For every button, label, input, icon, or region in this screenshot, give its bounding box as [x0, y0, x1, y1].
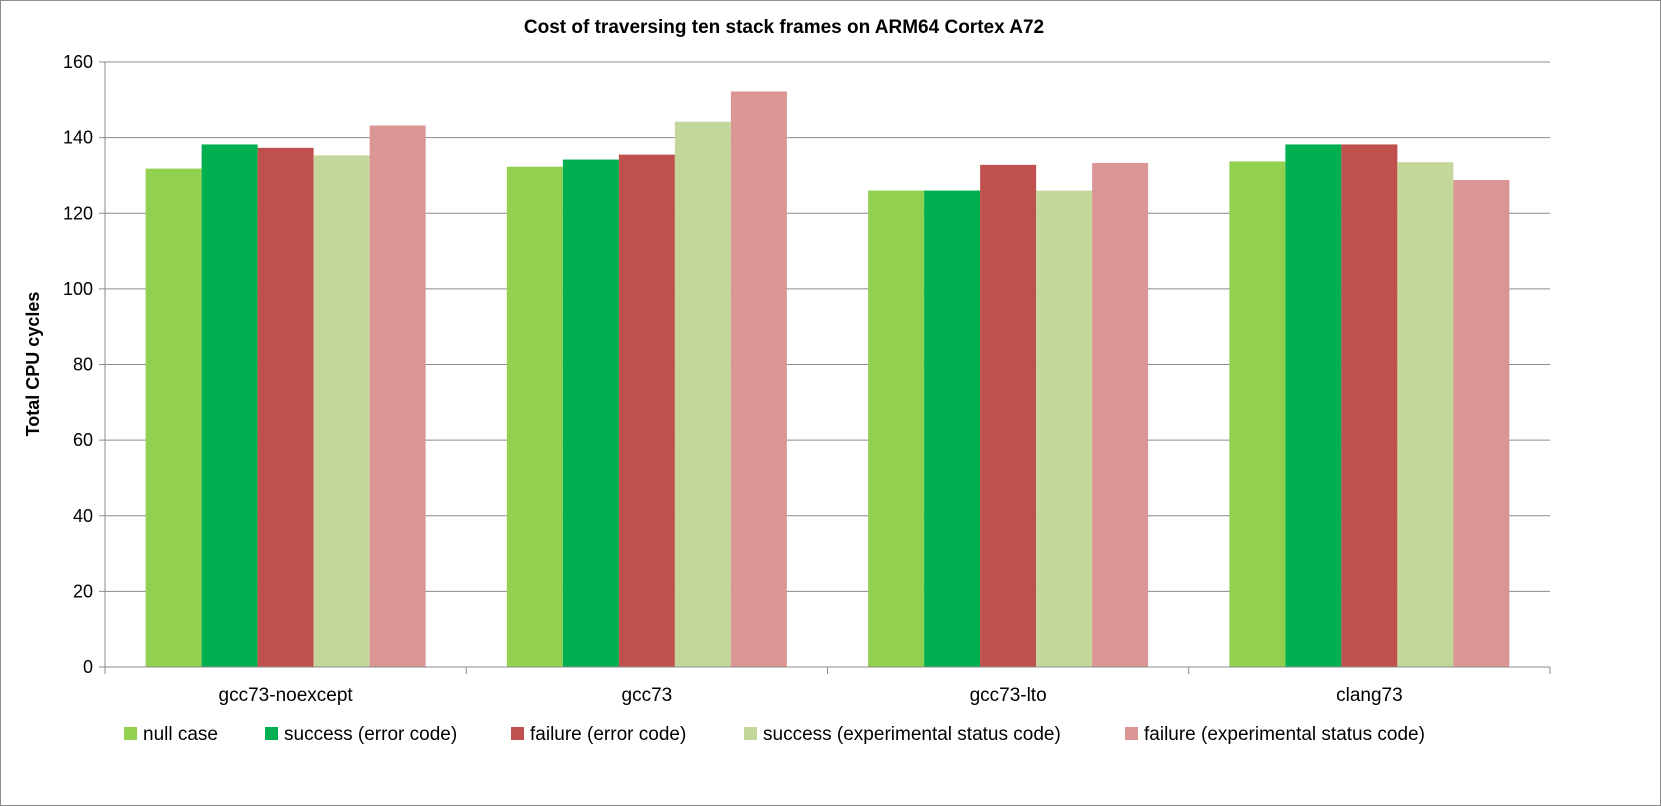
y-axis-label: Total CPU cycles: [23, 292, 43, 437]
bar: [1341, 144, 1398, 667]
bar: [145, 168, 202, 667]
bar: [369, 125, 426, 667]
bar: [618, 154, 675, 667]
y-tick-label: 80: [73, 355, 93, 375]
legend-label: failure (error code): [530, 724, 686, 745]
y-axis-ticks: 0 20 40 60 80 100 120 140 160: [63, 52, 105, 677]
bar: [506, 166, 563, 667]
y-tick-label: 140: [63, 128, 93, 148]
y-tick-label: 40: [73, 506, 93, 526]
legend-label: failure (experimental status code): [1144, 724, 1425, 745]
bar: [1285, 144, 1342, 667]
y-tick-label: 100: [63, 279, 93, 299]
y-tick-label: 60: [73, 430, 93, 450]
chart-title: Cost of traversing ten stack frames on A…: [524, 17, 1044, 38]
y-tick-label: 160: [63, 52, 93, 72]
bar: [313, 155, 370, 667]
bar: [1453, 179, 1510, 667]
legend-swatch: [744, 727, 757, 740]
legend-label: success (experimental status code): [763, 724, 1061, 745]
legend-swatch: [511, 727, 524, 740]
bar: [1036, 190, 1093, 667]
x-category-label: clang73: [1336, 685, 1403, 706]
legend-swatch: [265, 727, 278, 740]
x-axis-categories: gcc73-noexcept gcc73 gcc73-lto clang73: [219, 685, 1403, 706]
axes: [104, 62, 1551, 674]
x-category-label: gcc73-noexcept: [219, 685, 354, 706]
legend-swatch: [124, 727, 137, 740]
bar: [1229, 161, 1286, 667]
bar: [674, 121, 731, 667]
bar: [980, 164, 1037, 667]
y-tick-label: 20: [73, 581, 93, 601]
x-category-label: gcc73: [622, 685, 673, 706]
bar: [562, 159, 619, 667]
legend-swatch: [1125, 727, 1138, 740]
legend: null case success (error code) failure (er…: [124, 724, 1425, 745]
legend-label: success (error code): [284, 724, 457, 745]
x-category-label: gcc73-lto: [970, 685, 1047, 706]
bar: [1397, 162, 1454, 667]
bar: [730, 91, 787, 667]
bar: [201, 144, 258, 667]
bar: [868, 190, 925, 667]
bars: [145, 91, 1510, 668]
bar: [924, 190, 981, 667]
bar: [1092, 162, 1149, 667]
y-tick-label: 0: [83, 657, 93, 677]
y-tick-label: 120: [63, 203, 93, 223]
bar: [257, 147, 314, 668]
legend-label: null case: [143, 724, 218, 745]
